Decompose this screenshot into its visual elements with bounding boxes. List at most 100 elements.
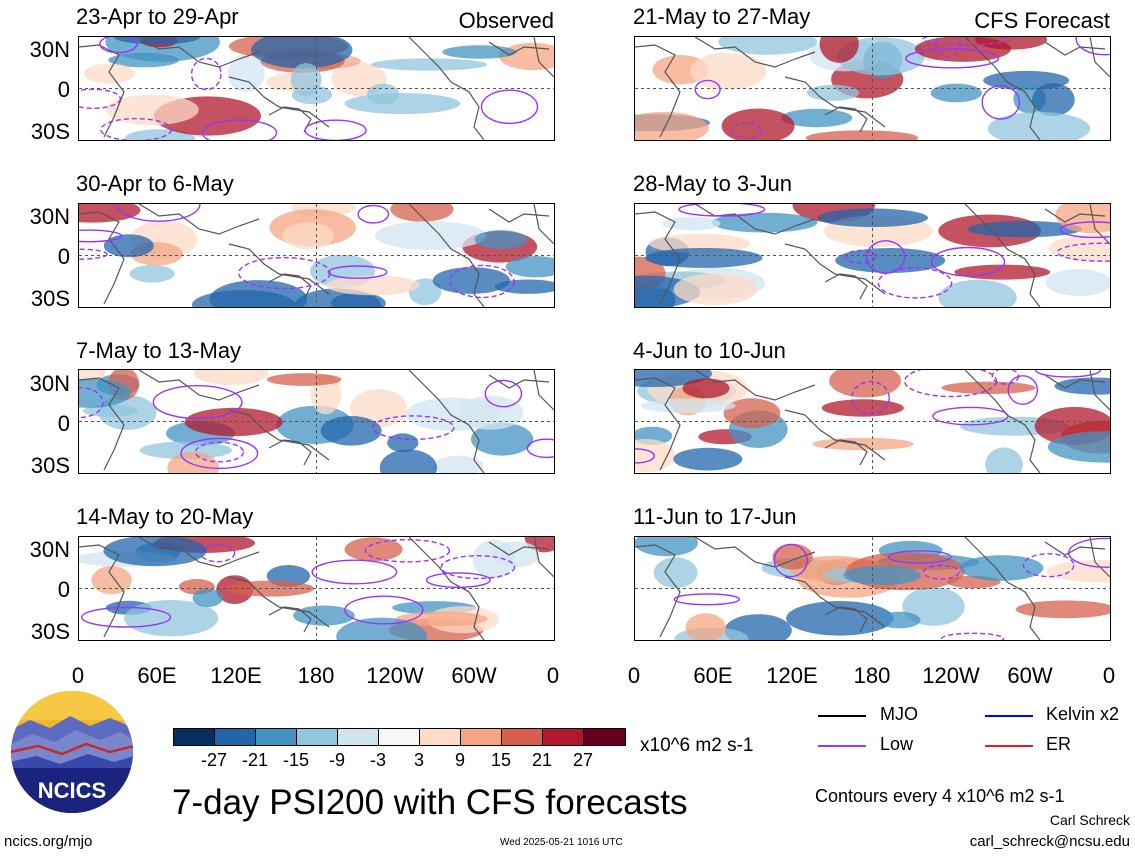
- low-contour: [79, 229, 123, 243]
- coastline: [824, 439, 868, 466]
- coastline: [784, 576, 886, 628]
- low-contour: [100, 117, 172, 140]
- colorbar-tick-label: 15: [490, 750, 512, 770]
- panel-title-5: 21-May to 27-May: [633, 4, 811, 29]
- psi-anomaly-shading: [644, 247, 763, 268]
- psi-anomaly-shading: [930, 83, 982, 103]
- psi-anomaly-shading: [108, 52, 179, 68]
- psi-anomaly-shading: [941, 381, 1036, 394]
- lon-label: 0: [546, 663, 560, 688]
- low-contour: [905, 48, 1000, 69]
- coastline: [533, 37, 554, 78]
- map-panel-forecast-1: [634, 36, 1111, 141]
- psi-anomaly-shading: [266, 373, 342, 386]
- psi-anomaly-shading: [227, 54, 265, 93]
- psi-anomaly-shading: [471, 422, 534, 456]
- psi-anomaly-shading: [1048, 233, 1110, 263]
- low-contour: [1068, 537, 1110, 568]
- low-contour: [877, 267, 953, 299]
- colorbar-tick-label: -3: [369, 750, 386, 770]
- panel-title-1: 23-Apr to 29-Apr: [76, 4, 239, 29]
- coastline: [533, 537, 554, 578]
- psi-anomaly-shading: [959, 555, 1044, 581]
- low-contour: [372, 415, 455, 440]
- coastline: [1089, 537, 1110, 578]
- panel-title-8: 11-Jun to 17-Jun: [633, 504, 797, 529]
- low-contour: [1007, 375, 1039, 405]
- lat-label-30s: 30S: [30, 286, 70, 311]
- colorbar-swatch: [542, 728, 585, 746]
- psi-anomaly-shading: [395, 611, 488, 627]
- lon-label: 60W: [1007, 663, 1053, 688]
- coastline: [268, 606, 312, 633]
- psi-anomaly-shading: [433, 455, 484, 473]
- psi-anomaly-shading: [836, 37, 925, 76]
- lon-label: 180: [297, 663, 335, 688]
- psi-anomaly-shading: [474, 230, 528, 249]
- psi-anomaly-shading: [79, 378, 131, 408]
- colorbar-tick-label: -9: [328, 750, 345, 770]
- coastline: [228, 409, 330, 461]
- low-contour: [238, 256, 331, 290]
- low-contour: [480, 89, 539, 125]
- low-contour: [79, 386, 104, 419]
- colorbar-units: x10^6 m2 s-1: [640, 735, 754, 756]
- coastline: [635, 211, 681, 305]
- lon-label: 120W: [922, 663, 980, 688]
- coastline: [408, 37, 485, 140]
- website-link[interactable]: ncics.org/mjo: [4, 833, 93, 850]
- psi-anomaly-shading: [685, 613, 726, 640]
- coastline: [824, 606, 868, 633]
- lat-label-0: 0: [57, 77, 70, 102]
- low-contour: [344, 595, 424, 625]
- psi-anomaly-shading: [662, 216, 721, 231]
- colorbar-swatch: [378, 728, 421, 746]
- low-contour: [673, 593, 741, 606]
- legend-low-line: [818, 745, 866, 747]
- psi-anomaly-shading: [805, 130, 919, 140]
- low-contour: [425, 572, 491, 588]
- psi-anomaly-shading: [103, 537, 207, 567]
- psi-anomaly-shading: [114, 37, 201, 45]
- panel-title-3: 7-May to 13-May: [76, 338, 242, 363]
- coastline: [408, 204, 485, 307]
- coastline: [228, 243, 330, 295]
- coastline: [138, 370, 260, 401]
- psi-anomaly-shading: [344, 537, 403, 562]
- low-contour: [930, 246, 1006, 277]
- legend-low-label: Low: [880, 734, 914, 754]
- legend-kelvin-line: [985, 715, 1033, 717]
- lat-label-30s: 30S: [30, 619, 70, 644]
- psi-anomaly-shading: [367, 83, 400, 105]
- psi-anomaly-shading: [192, 290, 296, 307]
- psi-anomaly-shading: [492, 541, 540, 568]
- timestamp: Wed 2025-05-21 1016 UTC: [500, 837, 623, 848]
- map-panel-observed-1: [78, 36, 555, 141]
- psi-anomaly-shading: [829, 370, 902, 398]
- low-contour: [190, 57, 222, 91]
- psi-anomaly-shading: [320, 416, 382, 446]
- contour-note: Contours every 4 x10^6 m2 s-1: [815, 786, 1065, 806]
- low-contour: [99, 37, 138, 54]
- author-name: Carl Schreck: [1049, 812, 1130, 828]
- legend-er-line: [985, 745, 1033, 747]
- psi-anomaly-shading: [282, 222, 335, 250]
- psi-anomaly-shading: [819, 37, 859, 63]
- coastline: [964, 537, 1041, 640]
- low-contour: [201, 119, 278, 140]
- psi-anomaly-shading: [806, 84, 860, 101]
- coastline: [79, 544, 125, 638]
- low-contour: [981, 85, 1021, 120]
- psi-anomaly-shading: [371, 58, 488, 71]
- low-contour: [1075, 37, 1110, 56]
- coastline: [138, 537, 260, 568]
- lat-label-30s: 30S: [30, 119, 70, 144]
- colorbar-tick-label: 3: [413, 750, 424, 770]
- panel-title-7: 4-Jun to 10-Jun: [633, 338, 786, 363]
- coastline: [635, 544, 681, 638]
- coastline: [488, 208, 550, 223]
- lat-label-30n: 30N: [29, 371, 70, 396]
- low-contour: [327, 265, 388, 279]
- coastline: [694, 370, 816, 401]
- psi-anomaly-shading: [91, 566, 132, 595]
